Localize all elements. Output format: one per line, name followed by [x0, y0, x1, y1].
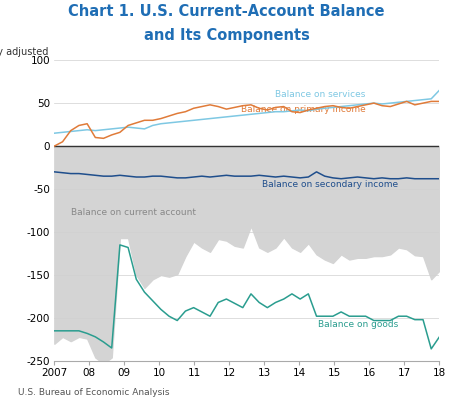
Text: U.S. Bureau of Economic Analysis: U.S. Bureau of Economic Analysis	[18, 388, 169, 397]
Text: Balance on primary income: Balance on primary income	[241, 105, 366, 114]
Text: Billions of dollars, seasonally adjusted: Billions of dollars, seasonally adjusted	[0, 47, 48, 57]
Text: Balance on current account: Balance on current account	[71, 208, 196, 217]
Text: Balance on secondary income: Balance on secondary income	[262, 180, 399, 189]
Text: Balance on services: Balance on services	[275, 90, 366, 99]
Text: Balance on goods: Balance on goods	[318, 320, 399, 328]
Text: and Its Components: and Its Components	[144, 28, 309, 43]
Text: Chart 1. U.S. Current-Account Balance: Chart 1. U.S. Current-Account Balance	[68, 4, 385, 19]
